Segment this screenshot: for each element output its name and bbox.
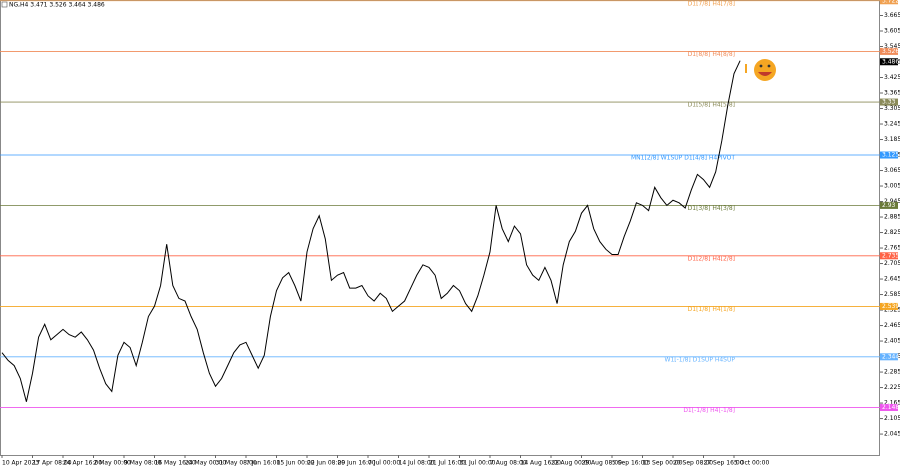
smiley-eye xyxy=(759,64,763,68)
y-tick-label: 3.005 xyxy=(884,183,900,190)
y-tick-label: 3.545 xyxy=(884,43,900,50)
level-label: W1[-1/8] D1SUP H4SUP xyxy=(665,356,736,363)
y-tick-label: 3.305 xyxy=(884,105,900,112)
x-tick-label: 27 Sep 16:00 xyxy=(704,460,744,467)
price-tag-label: 2.93 xyxy=(882,202,896,209)
menu-icon[interactable] xyxy=(1,1,8,8)
x-tick-label: 31 Jul 00:00 xyxy=(460,460,496,467)
price-line xyxy=(1,60,741,402)
x-tick-label: 5 Sep 16:00 xyxy=(612,460,648,467)
price-tag-label: 2.539 xyxy=(882,303,899,310)
smiley-eye xyxy=(767,64,771,68)
level-label: D1[2/8] H4[2/8] xyxy=(688,255,735,262)
x-tick-label: 17 Apr 08:00 xyxy=(33,460,72,467)
price-tag-label: 3.526 xyxy=(882,48,899,55)
x-tick-label: 29 Jun 16:00 xyxy=(338,460,376,467)
price-tag xyxy=(880,151,898,159)
smiley xyxy=(754,59,776,81)
price-tag xyxy=(880,252,898,260)
y-tick-label: 2.105 xyxy=(884,415,900,422)
y-tick-label: 3.365 xyxy=(884,90,900,97)
smiley-mouth xyxy=(758,72,772,76)
y-tick-label: 2.585 xyxy=(884,291,900,298)
x-tick-label: 20 Sep 08:00 xyxy=(673,460,713,467)
x-tick-label: 10 Apr 2023 xyxy=(2,460,39,467)
x-tick-label: 29 Aug 08:00 xyxy=(582,460,623,467)
price-tag xyxy=(880,201,898,209)
y-tick-label: 3.605 xyxy=(884,28,900,35)
x-tick-label: 7 Jun 16:00 xyxy=(246,460,280,467)
level-label: D1[5/8] H4[5/8] xyxy=(688,102,735,109)
x-tick-label: 22 Aug 00:00 xyxy=(551,460,592,467)
x-tick-label: 14 Jul 08:00 xyxy=(399,460,435,467)
chart-title: NG,H4 3.471 3.526 3.464 3.486 xyxy=(9,2,105,9)
y-tick-label: 3.245 xyxy=(884,121,900,128)
alert-mark xyxy=(745,64,747,73)
y-tick-label: 2.465 xyxy=(884,322,900,329)
level-label: MN1[2/8] W1SUP D1[4/8] H4PIVOT xyxy=(631,155,735,162)
current-price-tag xyxy=(880,58,898,66)
price-tag xyxy=(880,47,898,55)
price-tag-label: 2.735 xyxy=(882,252,899,259)
level-label: D1[1/8] H4[1/8] xyxy=(688,306,735,313)
price-tag-label: 3.722 xyxy=(882,0,899,4)
y-tick-label: 3.185 xyxy=(884,136,900,143)
x-tick-label: 13 Sep 00:00 xyxy=(643,460,683,467)
price-tag xyxy=(880,403,898,411)
current-price-label: 3.486 xyxy=(882,58,899,65)
x-tick-label: 14 Aug 16:00 xyxy=(521,460,562,467)
x-tick-label: 15 Jun 00:00 xyxy=(277,460,315,467)
level-label: D1[8/8] H4[8/8] xyxy=(688,51,735,58)
y-tick-label: 2.705 xyxy=(884,260,900,267)
x-tick-label: 7 Jul 00:00 xyxy=(368,460,400,467)
y-tick-label: 2.645 xyxy=(884,276,900,283)
y-tick-label: 2.765 xyxy=(884,245,900,252)
price-tag xyxy=(880,98,898,106)
x-tick-label: 24 May 00:00 xyxy=(185,460,226,467)
y-tick-label: 3.425 xyxy=(884,74,900,81)
y-tick-label: 2.045 xyxy=(884,431,900,438)
x-tick-label: 5 Oct 00:00 xyxy=(734,460,769,467)
x-tick-label: 7 Aug 08:00 xyxy=(490,460,527,467)
x-tick-label: 16 May 16:00 xyxy=(155,460,196,467)
x-tick-label: 31 May 08:00 xyxy=(216,460,257,467)
y-tick-label: 2.945 xyxy=(884,198,900,205)
price-tag-label: 2.148 xyxy=(882,404,899,411)
level-label: D1[7/8] H4[7/8] xyxy=(688,0,735,7)
x-tick-label: 9 May 08:00 xyxy=(124,460,162,467)
level-label: D1[3/8] H4[3/8] xyxy=(688,205,735,212)
x-tick-label: 22 Jun 08:00 xyxy=(307,460,345,467)
price-tag-label: 3.33 xyxy=(882,99,896,106)
price-tag-label: 3.125 xyxy=(882,152,899,159)
y-tick-label: 3.065 xyxy=(884,167,900,174)
y-tick-label: 2.525 xyxy=(884,307,900,314)
y-tick-label: 2.285 xyxy=(884,369,900,376)
y-tick-label: 2.885 xyxy=(884,214,900,221)
price-tag-label: 2.344 xyxy=(882,353,899,360)
x-tick-label: 24 Apr 16:00 xyxy=(63,460,102,467)
level-label: D1[-1/8] H4[-1/8] xyxy=(683,407,735,414)
y-tick-label: 2.225 xyxy=(884,384,900,391)
price-tag xyxy=(880,0,898,5)
y-tick-label: 2.825 xyxy=(884,229,900,236)
y-tick-label: 2.165 xyxy=(884,400,900,407)
price-tag xyxy=(880,353,898,361)
y-tick-label: 2.405 xyxy=(884,338,900,345)
x-tick-label: 2 May 00:00 xyxy=(94,460,132,467)
y-tick-label: 3.665 xyxy=(884,12,900,19)
x-tick-label: 21 Jul 16:00 xyxy=(429,460,465,467)
price-tag xyxy=(880,302,898,310)
